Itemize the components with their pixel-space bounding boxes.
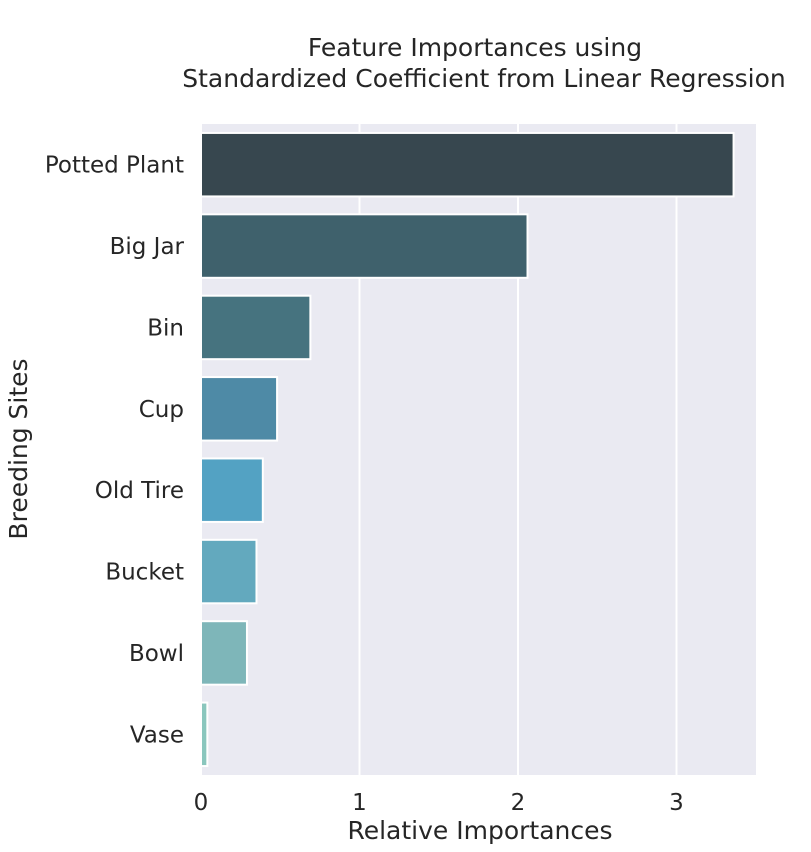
y-tick-labels: Potted Plant Big Jar Bin Cup Old Tire Bucket B… <box>45 153 185 749</box>
chart-title-line-2: Standardized Coefficient from Linear Reg… <box>182 64 785 93</box>
x-axis-label: Relative Importances <box>347 816 612 845</box>
x-tick-label: 3 <box>669 790 684 816</box>
bar-old-tire <box>200 457 264 523</box>
bar-vase <box>200 701 209 768</box>
y-tick-label: Potted Plant <box>45 153 184 179</box>
bars <box>200 131 735 768</box>
x-tick-label: 2 <box>511 790 526 816</box>
bar-big-jar <box>200 213 529 279</box>
x-tick-label: 0 <box>194 790 209 816</box>
bar-bin <box>200 294 312 361</box>
x-tick-label: 1 <box>352 790 367 816</box>
y-tick-label: Bucket <box>105 560 184 586</box>
bar-bowl <box>200 620 248 686</box>
bar-cup <box>200 376 279 442</box>
y-tick-label: Bin <box>147 315 184 341</box>
x-tick-labels: 0 1 2 3 <box>194 790 684 816</box>
bar-bucket <box>200 538 258 605</box>
y-tick-label: Bowl <box>129 641 184 667</box>
bar-potted-plant <box>200 131 735 198</box>
y-tick-label: Old Tire <box>95 478 184 504</box>
y-tick-label: Vase <box>130 722 184 748</box>
y-tick-label: Big Jar <box>110 234 185 260</box>
chart-title-line-1: Feature Importances using <box>308 33 642 62</box>
y-axis-label: Breeding Sites <box>4 358 33 539</box>
y-tick-label: Cup <box>139 397 184 423</box>
